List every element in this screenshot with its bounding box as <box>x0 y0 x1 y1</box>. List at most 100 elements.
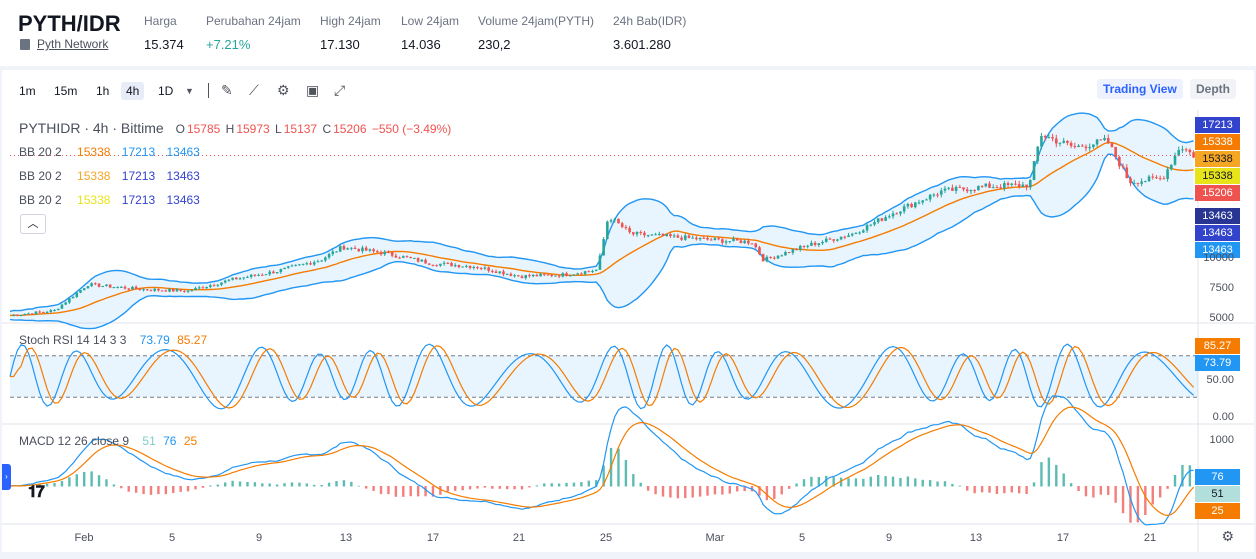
candle-body <box>64 302 67 305</box>
bb-legend-1[interactable]: BB 20 2 15338 17213 13463 <box>19 145 202 159</box>
candle-body <box>1129 178 1132 184</box>
candle-body <box>787 252 791 254</box>
candle-body <box>784 252 787 256</box>
candle-body <box>60 304 64 309</box>
candle-body <box>798 245 802 250</box>
candle-body <box>1069 142 1073 147</box>
macd-histogram-bar <box>357 485 360 487</box>
candle-body <box>131 286 134 290</box>
candle-body <box>175 289 179 292</box>
stat-label: 24h Bab(IDR) <box>613 14 687 28</box>
candle-body <box>301 263 305 265</box>
candle-body <box>483 267 487 269</box>
stoch-legend[interactable]: Stoch RSI 14 14 3 3 73.79 85.27 <box>19 333 209 347</box>
candle-body <box>350 247 353 249</box>
chart-canvas[interactable]: Feb 5 9 13 17 21 25 Mar 5 9 13 17 21 <box>2 70 1254 552</box>
candle-body <box>1084 146 1088 149</box>
candle-body <box>79 290 82 293</box>
time-axis-label: 21 <box>1144 532 1156 544</box>
indicators-icon[interactable]: ⟋ <box>249 82 259 98</box>
candle-body <box>216 284 220 286</box>
bb-legend-2[interactable]: BB 20 2 15338 17213 13463 <box>19 169 202 183</box>
collapse-legend-button[interactable]: ︿ <box>20 214 46 234</box>
macd-histogram-bar <box>290 482 294 487</box>
bb-legend-3[interactable]: BB 20 2 15338 17213 13463 <box>19 193 202 207</box>
time-axis-label: 13 <box>970 532 982 544</box>
macd-histogram-bar <box>1040 462 1043 487</box>
time-axis-label: 5 <box>799 532 805 544</box>
candle-body <box>145 289 149 291</box>
draw-pencil-icon[interactable]: ✎ <box>221 82 233 98</box>
macd-histogram-bar <box>142 486 145 495</box>
bb-lower: 13463 <box>166 145 200 159</box>
timeframe-4h[interactable]: 4h <box>121 82 145 100</box>
stat-price: Harga 15.374 <box>144 14 184 52</box>
macd-histogram-bar <box>201 486 205 488</box>
candle-body <box>1103 138 1106 141</box>
legend-low: 15137 <box>283 122 318 136</box>
macd-histogram-bar <box>90 471 93 487</box>
candle-body <box>1118 156 1121 167</box>
side-panel-handle[interactable]: › <box>2 464 11 490</box>
bb-lower: 13463 <box>166 169 200 183</box>
candle-body <box>917 202 921 204</box>
timeframe-1m[interactable]: 1m <box>19 84 36 98</box>
candle-body <box>1121 166 1125 168</box>
candle-body <box>817 243 821 245</box>
candle-body <box>1132 182 1136 184</box>
macd-histogram-bar <box>513 486 516 490</box>
save-icon[interactable]: ▣ <box>306 82 320 98</box>
macd-histogram-bar <box>1129 486 1132 523</box>
candle-body <box>220 282 223 285</box>
macd-histogram-bar <box>862 478 865 487</box>
candle-body <box>791 249 795 253</box>
macd-histogram-bar <box>83 472 86 487</box>
macd-histogram-bar <box>943 481 947 487</box>
macd-histogram-bar <box>164 486 168 495</box>
candle-body <box>413 257 416 259</box>
candle-body <box>212 285 216 287</box>
settings-gear-icon[interactable]: ⚙ <box>277 82 290 98</box>
tab-depth[interactable]: Depth <box>1190 79 1236 99</box>
macd-histogram-bar <box>1062 473 1065 487</box>
macd-legend[interactable]: MACD 12 26 close 9 51 76 25 <box>19 434 199 448</box>
candle-body <box>576 273 579 275</box>
macd-histogram-bar <box>698 486 702 497</box>
macd-histogram-bar <box>268 483 271 487</box>
macd-name: MACD 12 26 close 9 <box>19 434 130 448</box>
macd-histogram-bar <box>1121 486 1125 514</box>
candle-body <box>465 265 468 267</box>
macd-histogram-bar <box>342 480 346 487</box>
network-link[interactable]: Pyth Network <box>20 37 108 51</box>
candle-body <box>405 256 409 258</box>
chart-settings-gear-icon[interactable]: ⚙ <box>1221 528 1234 544</box>
candle-body <box>1155 177 1158 179</box>
timeframe-1h[interactable]: 1h <box>96 84 110 98</box>
candle-body <box>899 211 902 214</box>
candle-body <box>160 290 164 292</box>
timeframe-15m[interactable]: 15m <box>54 84 78 98</box>
candle-body <box>505 273 509 275</box>
candle-body <box>984 183 988 187</box>
timeframe-1d[interactable]: 1D <box>158 84 174 98</box>
caret-down-icon[interactable]: ▼ <box>185 86 194 96</box>
candle-body <box>1073 146 1077 148</box>
candle-body <box>227 279 231 281</box>
candle-body <box>1125 167 1129 179</box>
candle-body <box>672 235 676 237</box>
stat-value: 3.601.280 <box>613 37 671 52</box>
candle-body <box>1114 146 1117 157</box>
fullscreen-icon[interactable]: ⤢ <box>334 82 346 98</box>
candle-body <box>535 274 539 277</box>
macd-signal-line <box>9 406 1195 517</box>
tab-trading-view[interactable]: Trading View <box>1097 79 1183 99</box>
macd-histogram-bar <box>179 486 182 492</box>
macd-histogram-bar <box>736 486 739 492</box>
macd-histogram-bar <box>149 486 153 495</box>
candle-body <box>376 251 379 253</box>
candle-body <box>609 220 613 222</box>
macd-histogram-bar <box>728 486 731 494</box>
candle-body <box>1058 142 1062 144</box>
candle-body <box>94 283 97 285</box>
chart-panel[interactable]: Feb 5 9 13 17 21 25 Mar 5 9 13 17 21 1m 15m 1h 4h 1D… <box>2 70 1254 552</box>
